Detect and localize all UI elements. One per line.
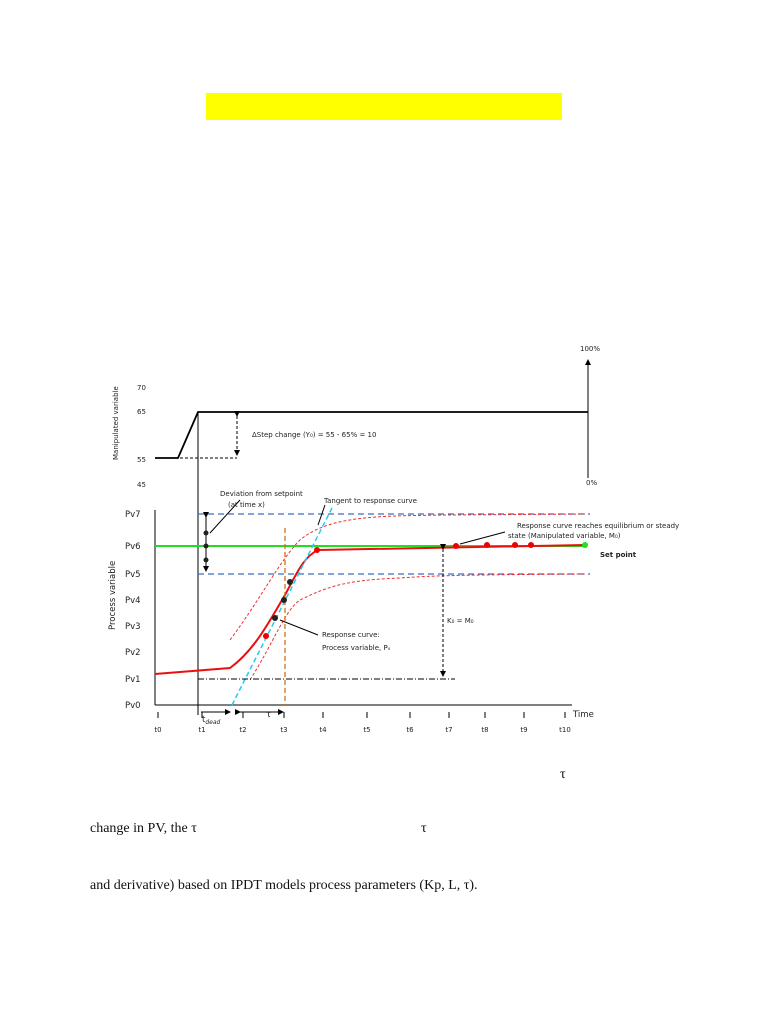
lower-envelope (249, 573, 586, 681)
mv-tick-label: 65 (137, 408, 146, 416)
equilibrium-label: Response curve reaches equilibrium or st… (517, 522, 679, 530)
pv-tick-label: Pv7 (125, 510, 141, 520)
mv-top: 100% (580, 345, 600, 353)
time-label: Time (572, 710, 594, 720)
time-tick-label: t1 (198, 726, 205, 734)
pv-axis-label: Process variable (108, 561, 118, 630)
time-tick-label: t6 (406, 726, 414, 734)
pv-tick-label: Pv2 (125, 648, 141, 658)
time-tick-label: t8 (481, 726, 488, 734)
diagram (154, 359, 591, 715)
setpoint-point (582, 542, 588, 548)
mv-bottom: 0% (586, 479, 597, 487)
mv-tick-label: 55 (137, 456, 146, 464)
red-points (263, 542, 534, 639)
body-text: change in PV, the τ (90, 821, 197, 836)
step-label: ΔStep change (Y₀) = 55 - 65% = 10 (252, 431, 376, 439)
pointer (209, 499, 241, 534)
time-tick-label: t5 (363, 726, 370, 734)
time-tick-label: t0 (154, 726, 161, 734)
response-label: Process variable, Pᵥ (322, 644, 391, 652)
time-tick-label: t10 (559, 726, 571, 734)
mv-tick-label: 45 (137, 481, 146, 489)
gain-label: K₀ = M₀ (447, 617, 474, 625)
dead-subscript: dead (205, 719, 220, 726)
time-tick-label: t4 (319, 726, 327, 734)
black-points (203, 530, 293, 621)
tangent-label: Tangent to response curve (323, 497, 417, 505)
pointer (279, 619, 319, 636)
labels: 100% 0% Manipulated variable ΔStep chang… (108, 345, 679, 734)
pv-tick-label: Pv5 (125, 570, 141, 580)
pv-tick-label: Pv1 (125, 675, 141, 685)
body-text: and derivative) based on IPDT models pro… (90, 878, 478, 893)
time-tick-label: t2 (239, 726, 246, 734)
pv-tick-label: Pv4 (125, 596, 141, 606)
time-tick-label: t7 (445, 726, 452, 734)
deviation-label: Deviation from setpoint (220, 490, 303, 498)
tau-label: τ (266, 710, 271, 720)
pv-tick-label: Pv0 (125, 701, 141, 711)
pointer (317, 504, 326, 526)
time-tick-label: t9 (520, 726, 527, 734)
dead-symbol: t (202, 715, 206, 725)
upper-envelope (229, 513, 586, 641)
setpoint-label: Set point (600, 551, 637, 559)
response-label: Response curve: (322, 631, 380, 639)
response-curve (154, 544, 586, 675)
time-tick-label: t3 (280, 726, 287, 734)
pv-tick-label: Pv6 (125, 542, 141, 552)
equilibrium-label: state (Manipulated variable, M₀) (508, 532, 621, 540)
deviation-label: (at time x) (228, 501, 265, 509)
mv-tick-label: 70 (137, 384, 146, 392)
highlight (206, 93, 562, 120)
pointer (459, 531, 506, 545)
body-text: τ (560, 767, 566, 782)
body-text: τ (421, 821, 427, 836)
pv-tick-label: Pv3 (125, 622, 141, 632)
tangent (231, 507, 333, 706)
mv-axis-label: Manipulated variable (112, 386, 120, 460)
dead-time-label: tdead (202, 715, 221, 726)
